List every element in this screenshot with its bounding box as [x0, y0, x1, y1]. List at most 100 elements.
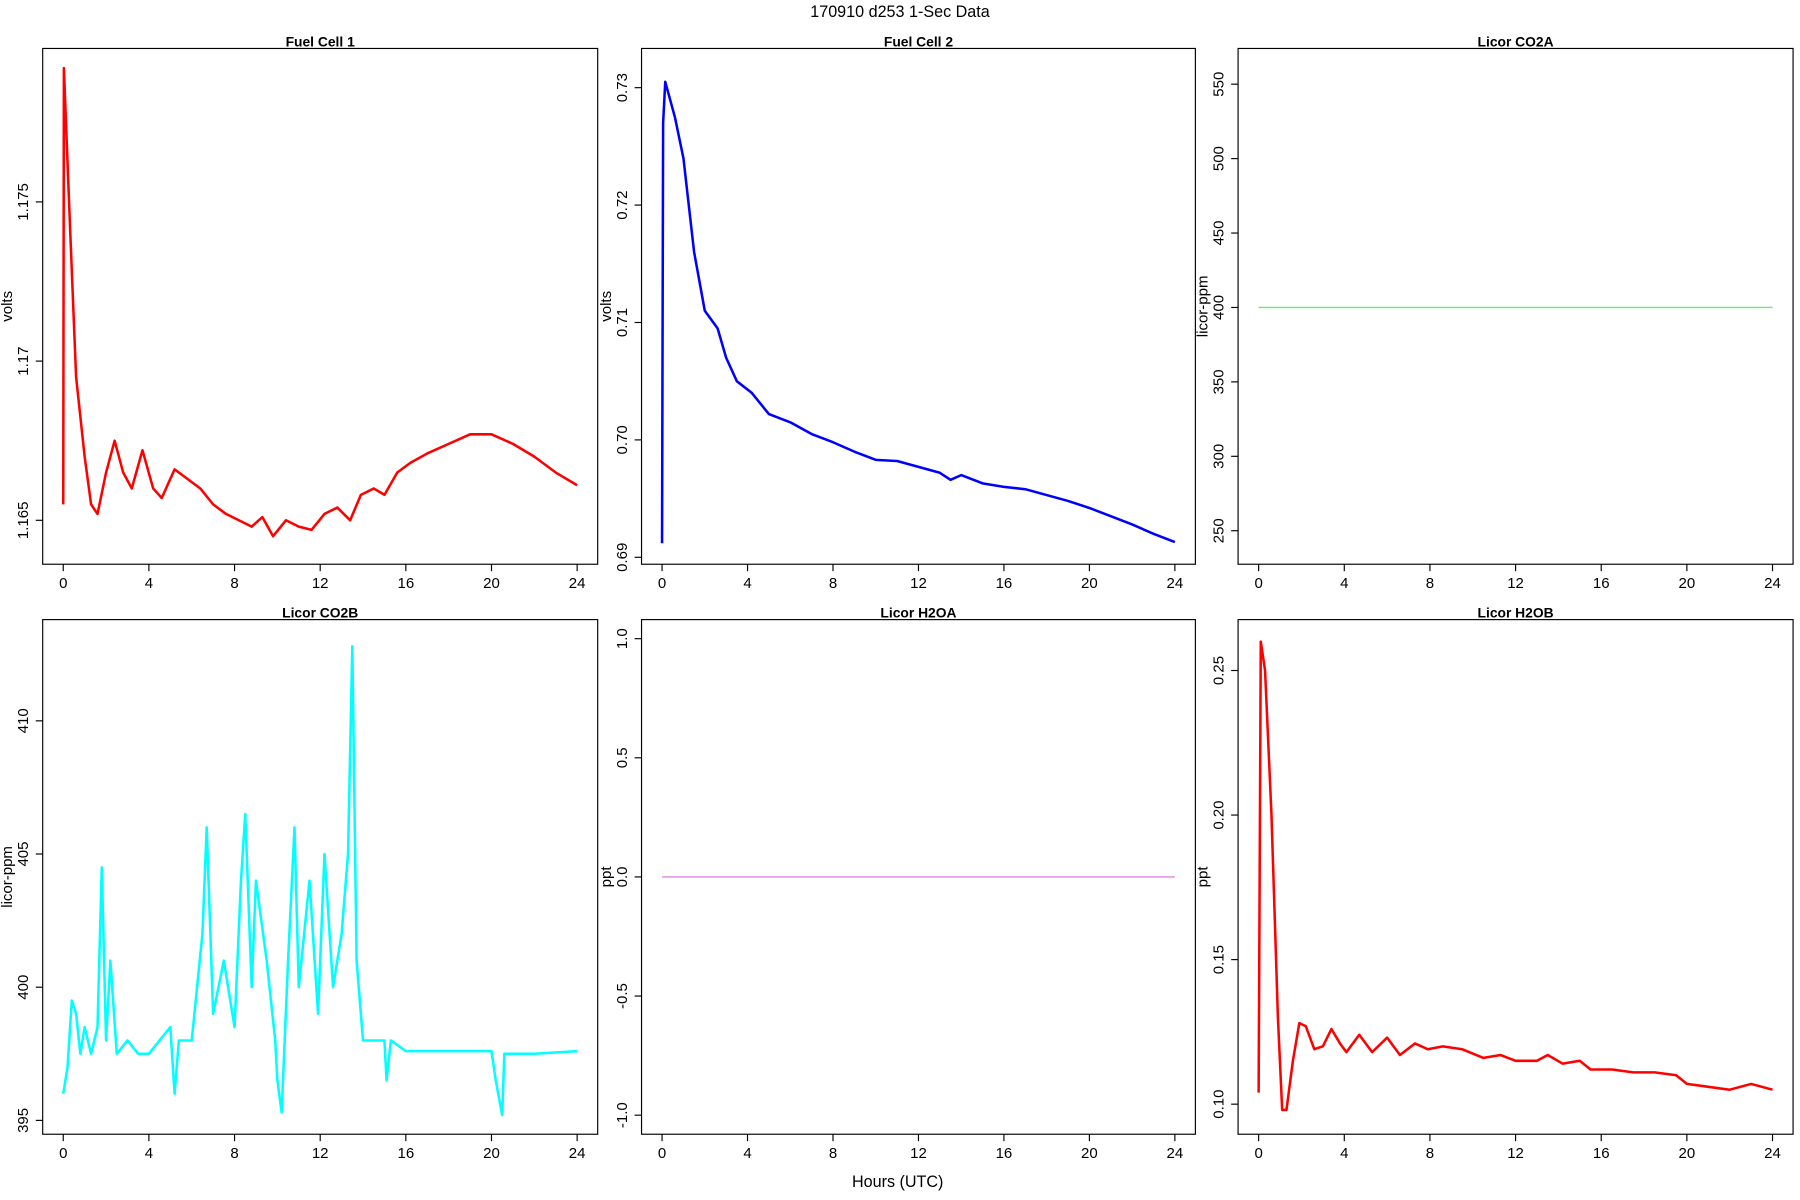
x-tick-label: 12: [312, 575, 329, 592]
y-tick-label: 0.73: [614, 73, 631, 102]
data-line: [61, 644, 578, 1117]
x-tick-label: 0: [1254, 575, 1262, 592]
x-tick-label: 16: [397, 1145, 414, 1162]
y-tick-label: 0.10: [1211, 1090, 1228, 1119]
y-tick-label: 0.15: [1211, 945, 1228, 974]
x-tick-label: 16: [996, 1145, 1013, 1162]
y-tick-label: 1.175: [15, 183, 32, 221]
y-axis-label: licor-ppm: [0, 846, 16, 908]
x-tick-label: 0: [59, 1145, 67, 1162]
y-tick-label: 400: [15, 975, 32, 1000]
y-tick-label: 550: [1211, 72, 1228, 97]
y-tick-label: 0.72: [614, 190, 631, 219]
plot-frame: [640, 47, 1196, 565]
y-tick-label: 0.71: [614, 308, 631, 337]
y-tick-label: -1.0: [614, 1102, 631, 1128]
x-tick-label: 20: [1679, 1145, 1696, 1162]
x-tick-label: 4: [1340, 1145, 1348, 1162]
page-title: 170910 d253 1-Sec Data: [810, 3, 990, 21]
x-tick-label: 12: [1507, 575, 1524, 592]
x-tick-label: 4: [743, 575, 751, 592]
x-tick-label: 4: [145, 575, 153, 592]
y-axis-label: volts: [598, 291, 615, 322]
y-tick-label: 410: [15, 708, 32, 733]
x-tick-label: 0: [59, 575, 67, 592]
x-tick-label: 24: [1764, 575, 1781, 592]
y-axis-label: ppt: [598, 866, 615, 888]
x-tick-label: 12: [910, 575, 927, 592]
y-tick-label: 0.20: [1211, 800, 1228, 829]
y-tick-label: 0.25: [1211, 656, 1228, 685]
x-tick-label: 12: [1507, 1145, 1524, 1162]
x-tick-label: 0: [658, 1145, 666, 1162]
panel: Licor CO2A licor-ppm 0 4 8 12 16 20 24 250 300 350 4…: [1194, 33, 1794, 592]
y-tick-label: 300: [1211, 444, 1228, 469]
x-tick-label: 8: [1426, 575, 1434, 592]
x-tick-label: 20: [1679, 575, 1696, 592]
plot-frame: [1237, 47, 1794, 565]
y-tick-label: 0.5: [614, 747, 631, 768]
y-tick-label: 1.17: [15, 347, 32, 376]
x-tick-label: 20: [1081, 1145, 1098, 1162]
x-tick-label: 20: [483, 1145, 500, 1162]
y-axis-label: licor-ppm: [1194, 276, 1211, 338]
panel-title: Fuel Cell 2: [884, 33, 953, 49]
x-tick-label: 16: [996, 575, 1013, 592]
panel-title: Fuel Cell 1: [286, 33, 355, 49]
x-tick-label: 12: [910, 1145, 927, 1162]
data-line: [660, 80, 1176, 544]
x-tick-label: 4: [743, 1145, 751, 1162]
y-tick-label: 500: [1211, 146, 1228, 171]
x-tick-label: 20: [483, 575, 500, 592]
y-tick-label: 250: [1211, 518, 1228, 543]
panel: Fuel Cell 2 volts 0 4 8 12 16 20 24 0.69 0.70 0.71 0…: [598, 33, 1196, 592]
x-tick-label: 12: [312, 1145, 329, 1162]
plot-frame: [42, 619, 599, 1135]
x-tick-label: 0: [658, 575, 666, 592]
x-tick-label: 0: [1254, 1145, 1262, 1162]
panel-title: Licor H2OB: [1478, 605, 1554, 621]
y-tick-label: 400: [1211, 295, 1228, 320]
data-line: [61, 66, 578, 538]
y-tick-label: 395: [15, 1108, 32, 1133]
plot-frame: [1237, 619, 1794, 1135]
x-tick-label: 8: [829, 1145, 837, 1162]
x-tick-label: 4: [1340, 575, 1348, 592]
x-tick-label: 24: [1167, 575, 1184, 592]
panel-title: Licor CO2B: [282, 605, 358, 621]
x-tick-label: 16: [1593, 575, 1610, 592]
plot-frame: [42, 47, 599, 565]
y-tick-label: 405: [15, 842, 32, 867]
panel: Fuel Cell 1 volts 0 4 8 12 16 20 24 1.165 1.17 1.17…: [0, 33, 599, 592]
x-tick-label: 24: [1167, 1145, 1184, 1162]
y-tick-label: 0.69: [614, 543, 631, 572]
y-tick-label: 450: [1211, 221, 1228, 246]
x-tick-label: 20: [1081, 575, 1098, 592]
panel-title: Licor CO2A: [1478, 33, 1554, 49]
x-tick-label: 24: [1764, 1145, 1781, 1162]
x-tick-label: 8: [230, 575, 238, 592]
panel: Licor H2OB ppt 0 4 8 12 16 20 24 0.10 0.15 0.20 0.25: [1194, 605, 1794, 1162]
panel: Licor CO2B licor-ppm 0 4 8 12 16 20 24 395 400 405 4…: [0, 605, 599, 1162]
y-tick-label: 1.165: [15, 502, 32, 540]
x-tick-label: 24: [569, 575, 586, 592]
y-axis-label: ppt: [1194, 866, 1211, 888]
y-tick-label: 0.70: [614, 425, 631, 454]
x-tick-label: 4: [145, 1145, 153, 1162]
y-axis-label: volts: [0, 291, 16, 322]
y-tick-label: 350: [1211, 369, 1228, 394]
data-line: [1257, 640, 1773, 1112]
x-tick-label: 8: [829, 575, 837, 592]
y-tick-label: -0.5: [614, 983, 631, 1009]
panel: Licor H2OA ppt 0 4 8 12 16 20 24 -1.0 -0.5 0.0 0.5 1.…: [598, 605, 1196, 1162]
x-tick-label: 16: [397, 575, 414, 592]
x-tick-label: 8: [1426, 1145, 1434, 1162]
x-tick-label: 8: [230, 1145, 238, 1162]
y-tick-label: 1.0: [614, 628, 631, 649]
y-tick-label: 0.0: [614, 866, 631, 887]
x-axis-label: Hours (UTC): [852, 1173, 943, 1191]
panel-title: Licor H2OA: [880, 605, 956, 621]
x-tick-label: 16: [1593, 1145, 1610, 1162]
